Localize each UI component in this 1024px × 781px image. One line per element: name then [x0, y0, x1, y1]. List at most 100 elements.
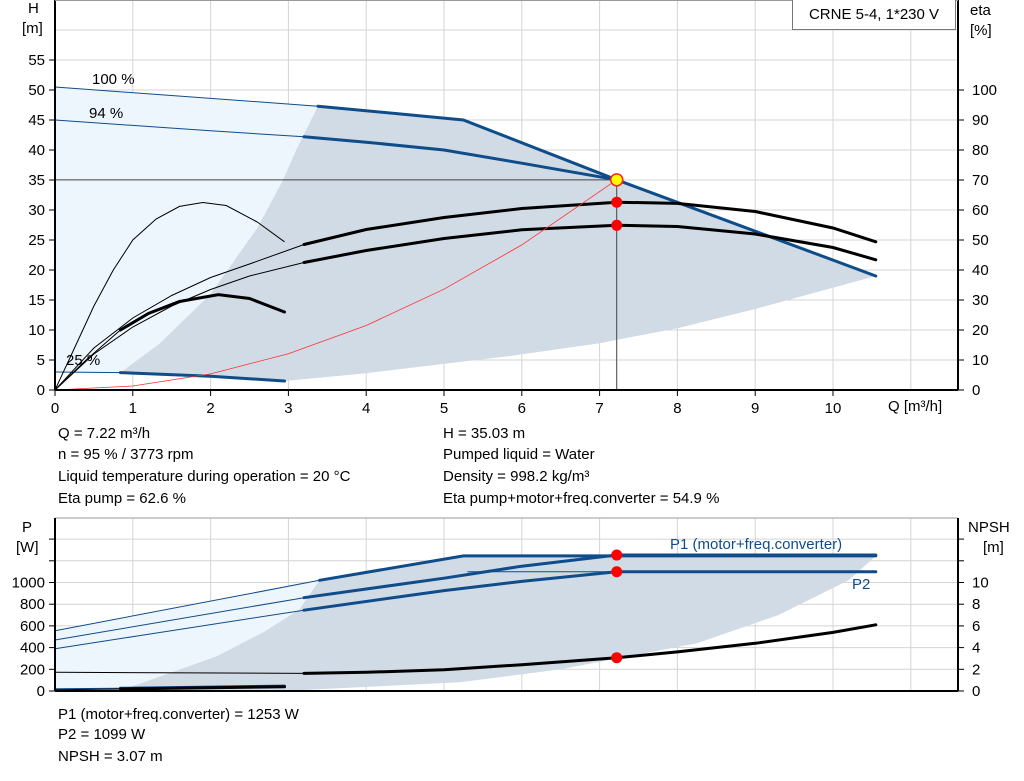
result-q: Q = 7.22 m³/h: [58, 425, 151, 442]
y-tick-label-right: 70: [972, 172, 989, 189]
curve-label-p1: P1 (motor+freq.converter): [670, 536, 843, 553]
y-axis-label-eta: eta: [970, 2, 991, 19]
y-tick-label-left: 50: [28, 82, 45, 99]
power-curve-4-thin: [54, 688, 121, 691]
x-axis-label-q: Q [m³/h]: [888, 398, 943, 415]
y-tick-label-left: 15: [28, 292, 45, 309]
eta-curve-5-thin: [54, 244, 305, 391]
y-axis-label-h: H: [28, 0, 39, 17]
y-tick-label-right: 80: [972, 142, 989, 159]
duty-point-head: [609, 173, 624, 187]
x-tick-label: 2: [206, 400, 214, 417]
y-axis-unit-p: [W]: [16, 539, 39, 556]
y-tick-label-left: 20: [28, 262, 45, 279]
result-p1: P1 (motor+freq.converter) = 1253 W: [58, 706, 299, 723]
curve-label-p2: P2: [852, 576, 871, 593]
operating-area-light: [55, 87, 318, 373]
head-curve-2: [118, 371, 286, 383]
x-tick-label: 6: [518, 400, 526, 417]
y-axis-unit-npsh: [m]: [983, 539, 1004, 556]
y-tick-label-right-bottom: 4: [972, 640, 980, 657]
y-tick-label-left: 30: [28, 202, 45, 219]
head-curve-0-thin: [54, 86, 319, 107]
y-tick-label-right: 0: [972, 382, 980, 399]
y-axis-label-npsh: NPSH: [968, 519, 1010, 536]
result-n: n = 95 % / 3773 rpm: [58, 446, 194, 463]
head-curve-0: [316, 104, 878, 278]
y-tick-label-left-bottom: 0: [37, 683, 45, 700]
head-curve-2-thin: [54, 371, 121, 374]
chart-legend-title: CRNE 5-4, 1*230 V: [792, 0, 956, 30]
result-npsh: NPSH = 3.07 m: [58, 748, 163, 765]
power-curve-2-thin: [54, 609, 305, 650]
operating-area-dark-bottom: [93, 555, 876, 691]
y-tick-label-right: 60: [972, 202, 989, 219]
y-axis-unit-eta: [%]: [970, 22, 992, 39]
duty-point-p2: [611, 566, 623, 578]
y-tick-label-right-bottom: 10: [972, 575, 989, 592]
result-h: H = 35.03 m: [443, 425, 526, 442]
head-curve-1: [302, 135, 619, 182]
eta-curve-3-thin: [54, 201, 285, 391]
y-tick-label-left: 25: [28, 232, 45, 249]
y-tick-label-right-bottom: 0: [972, 683, 980, 700]
y-tick-label-left: 35: [28, 172, 45, 189]
y-tick-label-left-bottom: 200: [20, 661, 45, 678]
y-tick-label-right: 10: [972, 352, 989, 369]
y-tick-label-right: 90: [972, 112, 989, 129]
duty-point-eta-pump: [611, 196, 623, 208]
y-tick-label-right: 40: [972, 262, 989, 279]
head-curve-1-thin: [54, 119, 305, 138]
operating-area-dark: [120, 106, 876, 381]
x-tick-label: 7: [595, 400, 603, 417]
x-tick-label: 9: [751, 400, 759, 417]
y-tick-label-right: 50: [972, 232, 989, 249]
duty-point-npsh: [611, 652, 623, 664]
y-tick-label-left: 0: [37, 382, 45, 399]
result-eta-pump: Eta pump = 62.6 %: [58, 490, 186, 507]
power-curve-2: [302, 570, 878, 612]
power-curve-4: [118, 685, 286, 691]
y-tick-label-right: 100: [972, 82, 997, 99]
y-tick-label-left-bottom: 800: [20, 596, 45, 613]
y-tick-label-right: 20: [972, 322, 989, 339]
x-tick-label: 5: [440, 400, 448, 417]
duty-point-eta-total: [611, 219, 623, 231]
y-axis-unit-h: [m]: [22, 20, 43, 37]
y-tick-label-right: 30: [972, 292, 989, 309]
y-tick-label-left-bottom: 400: [20, 640, 45, 657]
x-tick-label: 10: [825, 400, 842, 417]
curve-label-100: 100 %: [92, 71, 135, 88]
y-tick-label-right-bottom: 2: [972, 661, 980, 678]
eta-curve-4: [118, 293, 286, 332]
result-eta-total: Eta pump+motor+freq.converter = 54.9 %: [443, 490, 720, 507]
result-liquid: Pumped liquid = Water: [443, 446, 595, 463]
x-tick-label: 8: [673, 400, 681, 417]
result-temp: Liquid temperature during operation = 20…: [58, 468, 351, 485]
y-tick-label-right-bottom: 8: [972, 596, 980, 613]
y-tick-label-left-bottom: 1000: [12, 575, 45, 592]
power-curve-1-thin: [54, 597, 305, 641]
x-tick-label: 0: [51, 400, 59, 417]
y-tick-label-left: 10: [28, 322, 45, 339]
curve-label-94: 94 %: [89, 105, 124, 122]
npsh-curve-5-thin: [54, 671, 305, 674]
result-p2: P2 = 1099 W: [58, 726, 146, 743]
y-tick-label-left-bottom: 600: [20, 618, 45, 635]
eta-curve-6-thin: [54, 262, 305, 391]
y-tick-label-left: 45: [28, 112, 45, 129]
y-tick-label-left: 5: [37, 352, 45, 369]
x-tick-label: 1: [129, 400, 137, 417]
duty-point-p1: [611, 549, 623, 561]
system-curve-7: [54, 179, 617, 391]
y-tick-label-right-bottom: 6: [972, 618, 980, 635]
x-tick-label: 3: [284, 400, 292, 417]
y-tick-label-left: 40: [28, 142, 45, 159]
y-tick-label-left: 55: [28, 52, 45, 69]
operating-area-light-bottom: [55, 580, 320, 691]
x-tick-label: 4: [362, 400, 370, 417]
power-curve-3-thin: [54, 687, 121, 690]
curve-label-25: 25 %: [66, 352, 101, 369]
result-density: Density = 998.2 kg/m³: [443, 468, 590, 485]
